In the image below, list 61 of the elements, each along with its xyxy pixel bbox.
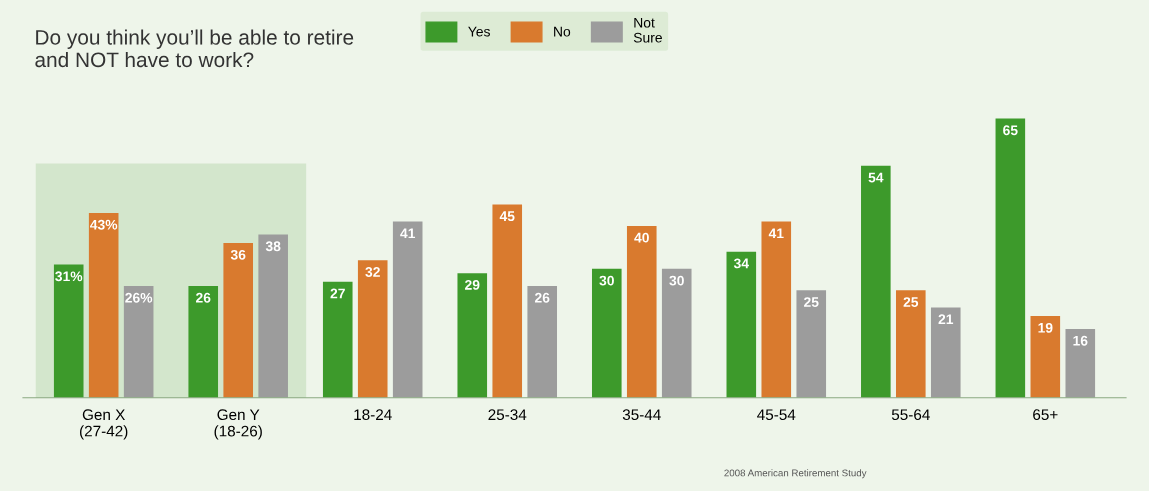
x-tick-label: 25-34 xyxy=(488,409,527,421)
bar xyxy=(761,221,792,398)
data-label: 65 xyxy=(1003,125,1018,136)
data-label: 19 xyxy=(1038,322,1053,333)
text: 2008 American Retirement Study xyxy=(724,469,867,479)
bar xyxy=(123,286,154,398)
data-label: 34 xyxy=(733,258,749,269)
x-tick-label: 35-44 xyxy=(622,409,661,421)
x-tick-label: 65+ xyxy=(1033,409,1058,421)
x-tick-label: Gen X (27-42) xyxy=(80,409,128,440)
bar xyxy=(1030,316,1061,398)
x-tick-label: 45-54 xyxy=(757,409,796,421)
bar xyxy=(626,225,657,398)
bar xyxy=(223,243,253,398)
x-tick-label: Gen Y (18-26) xyxy=(214,409,262,440)
bar xyxy=(188,286,219,398)
chart-title: Do you think you’ll be able to retire and NOT have to work? xyxy=(35,29,354,68)
data-label: 32 xyxy=(365,267,380,277)
data-label: 41 xyxy=(400,228,416,239)
bar xyxy=(53,264,84,398)
legend-label: Not Sure xyxy=(633,17,662,43)
bar xyxy=(861,165,891,398)
data-label: 26% xyxy=(125,292,153,303)
data-label: 36 xyxy=(230,249,246,260)
data-label: 41 xyxy=(768,228,784,239)
data-label: 16 xyxy=(1073,335,1088,346)
data-label: 27 xyxy=(330,288,345,299)
data-label: 30 xyxy=(669,275,684,286)
bar xyxy=(930,307,961,398)
data-label: 30 xyxy=(599,275,614,286)
legend-label: No xyxy=(554,26,571,37)
data-label: 29 xyxy=(465,279,480,290)
bar xyxy=(322,281,353,398)
data-label: 43% xyxy=(90,219,118,230)
legend-label: Yes xyxy=(468,26,490,37)
data-label: 26 xyxy=(195,292,211,303)
data-label: 54 xyxy=(868,172,884,183)
bar xyxy=(457,273,488,398)
bar xyxy=(995,118,1026,398)
bar xyxy=(392,221,423,398)
bar xyxy=(527,286,558,398)
x-tick-label: 18-24 xyxy=(354,409,392,421)
data-label: 25 xyxy=(903,297,919,307)
bar xyxy=(88,213,119,398)
bar xyxy=(796,290,827,398)
bar xyxy=(492,204,523,398)
bar xyxy=(591,268,622,398)
bar xyxy=(896,290,926,398)
data-label: 21 xyxy=(938,314,954,325)
data-label: 31% xyxy=(55,271,83,282)
bar xyxy=(1065,328,1096,398)
bar xyxy=(661,268,692,398)
bar xyxy=(357,260,388,398)
data-label: 38 xyxy=(265,241,281,252)
data-label: 25 xyxy=(804,297,819,307)
data-label: 45 xyxy=(499,211,515,222)
data-label: 26 xyxy=(534,292,550,303)
bar xyxy=(258,234,288,398)
bar xyxy=(726,251,757,398)
data-label: 40 xyxy=(634,232,649,243)
x-tick-label: 55-64 xyxy=(891,409,930,421)
